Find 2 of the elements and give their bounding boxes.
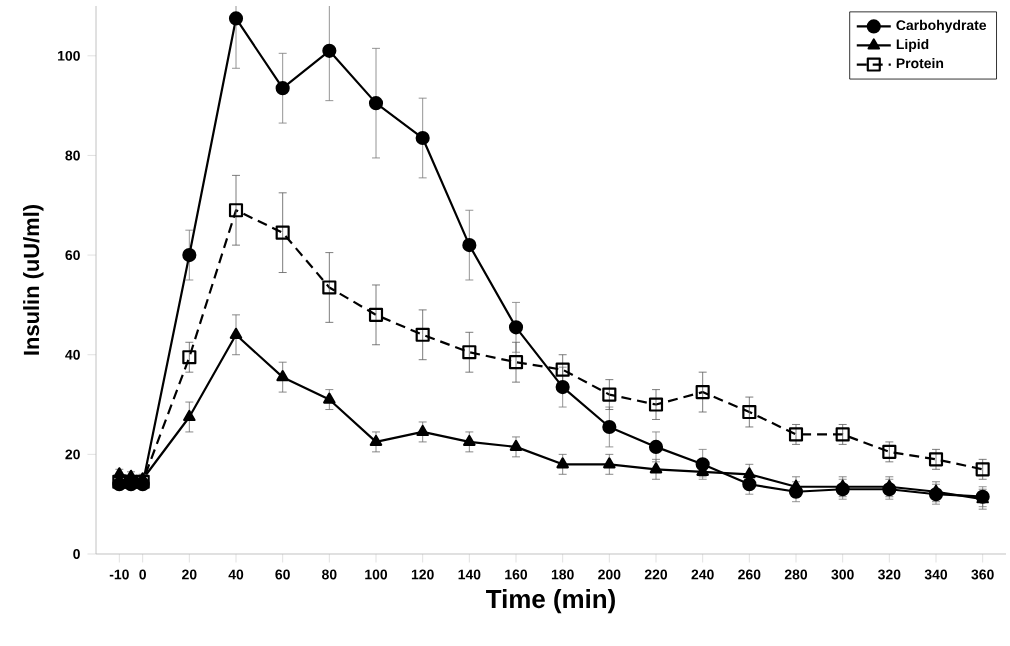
y-axis-title: Insulin (uU/ml) [23, 204, 44, 355]
x-axis-title: Time (min) [486, 589, 615, 614]
